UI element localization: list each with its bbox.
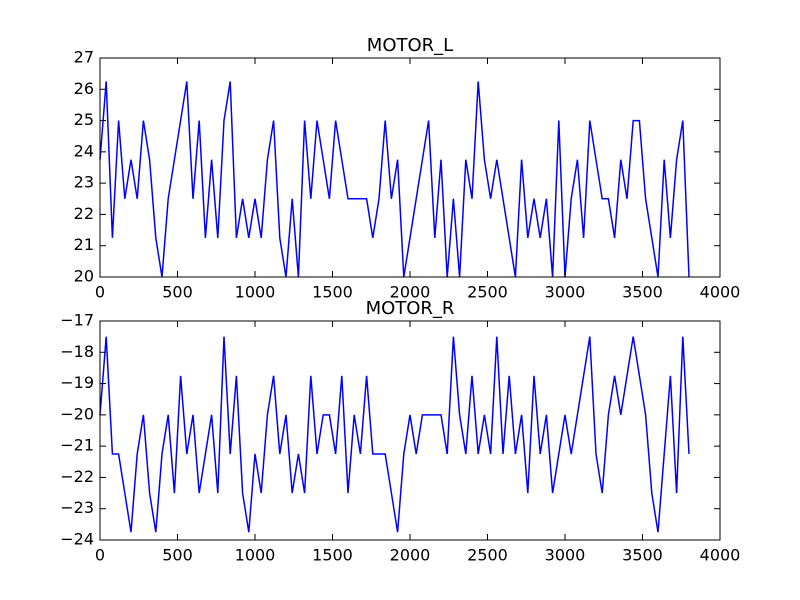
x-tick-label: 4000 (700, 283, 741, 302)
y-tick-label: 23 (74, 173, 94, 192)
x-tick-label: 2500 (467, 546, 508, 565)
y-tick-label: 27 (74, 48, 94, 67)
y-tick-label: −19 (60, 373, 94, 392)
y-tick-label: −24 (60, 530, 94, 549)
plot-area (100, 58, 720, 277)
x-tick-label: 1500 (312, 546, 353, 565)
x-tick-label: 3000 (545, 283, 586, 302)
x-tick-label: 3000 (545, 546, 586, 565)
data-line (99, 81, 690, 278)
x-tick-label: 3500 (622, 546, 663, 565)
x-tick-label: 1000 (235, 546, 276, 565)
y-tick-label: −21 (60, 436, 94, 455)
x-tick-label: 2500 (467, 283, 508, 302)
y-tick-label: −18 (60, 342, 94, 361)
y-tick-label: −20 (60, 404, 94, 423)
y-tick-label: 25 (74, 110, 94, 129)
x-tick-label: 1000 (235, 283, 276, 302)
x-tick-label: 0 (95, 283, 105, 302)
x-tick-label: 3500 (622, 283, 663, 302)
x-tick-label: 4000 (700, 546, 741, 565)
y-tick-label: −17 (60, 311, 94, 330)
y-tick-label: 22 (74, 204, 94, 223)
y-tick-label: 21 (74, 235, 94, 254)
x-tick-label: 500 (162, 283, 193, 302)
plot-area (100, 321, 720, 540)
y-tick-label: 24 (74, 141, 94, 160)
x-tick-label: 1500 (312, 283, 353, 302)
x-tick-label: 2000 (390, 546, 431, 565)
x-tick-label: 500 (162, 546, 193, 565)
y-tick-label: 26 (74, 79, 94, 98)
y-tick-label: 20 (74, 267, 94, 286)
chart-title: MOTOR_R (366, 298, 455, 319)
y-tick-label: −22 (60, 467, 94, 486)
x-tick-label: 2000 (390, 283, 431, 302)
chart-title: MOTOR_L (367, 35, 453, 56)
data-line (99, 336, 690, 533)
x-tick-label: 0 (95, 546, 105, 565)
y-tick-label: −23 (60, 498, 94, 517)
